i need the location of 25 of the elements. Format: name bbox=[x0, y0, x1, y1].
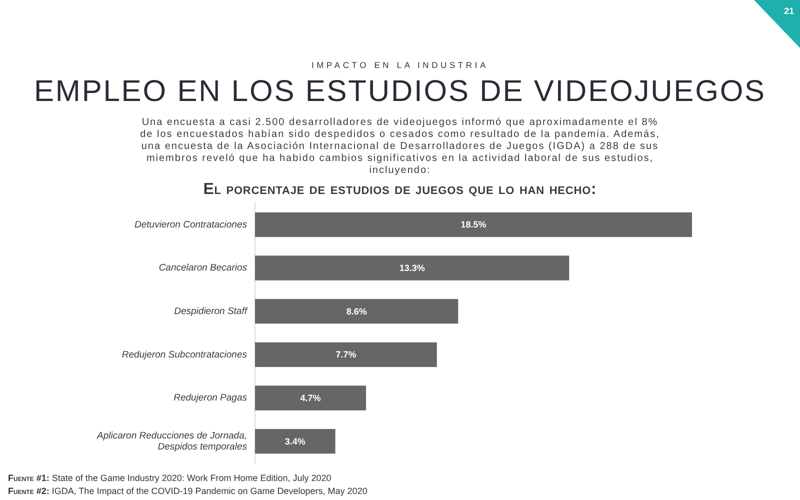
y-tick-label: Redujeron Subcontrataciones bbox=[122, 349, 248, 360]
source-note: Fuente #2: IGDA, The Impact of the COVID-19 Pandemic on Game Developers, May 2020 bbox=[8, 485, 368, 498]
data-label: 13.3% bbox=[399, 262, 425, 273]
data-label: 3.4% bbox=[284, 436, 306, 446]
bar bbox=[255, 256, 570, 280]
y-tick-label: Redujeron Pagas bbox=[174, 392, 248, 404]
y-tick-label: Detuvieron Contrataciones bbox=[134, 219, 248, 230]
data-label: 4.7% bbox=[300, 392, 321, 403]
y-tick-label: Aplicaron Reducciones de Jornada, Despidos temporales bbox=[96, 430, 248, 453]
y-tick-label: Despidieron Staff bbox=[174, 306, 248, 317]
text: IMPACTO EN LA INDUSTRIA bbox=[310, 60, 490, 70]
text: Una encuesta a casi 2.500 desarrolladores de videojuegos informó que aproximadamente el 8% de los encuestados habían sido despedidos o cesados como resultado de la pandemia. Además, una encuesta de la Asociación Internacional de Desarrolladores de Juegos (IGDA) a 288 de sus miembros reveló que ha habido cambios significativos en la actividad laboral de sus estudios, incluyendo: bbox=[140, 117, 660, 177]
data-label: 18.5% bbox=[460, 220, 486, 230]
bar bbox=[255, 386, 366, 410]
chart-title: EMPLEO EN LOS ESTUDIOS DE VIDEOJUEGOS bbox=[33, 74, 767, 110]
chart-subtitle: El porcentaje de estudios de juegos que lo han hecho: bbox=[202, 181, 598, 199]
source-note: Fuente #1: State of the Game Industry 2020: Work From Home Edition, July 2020 bbox=[8, 472, 332, 485]
data-label: 8.6% bbox=[346, 306, 367, 316]
bar bbox=[255, 428, 336, 454]
bar bbox=[255, 212, 692, 238]
y-tick-label: Cancelaron Becarios bbox=[158, 262, 248, 274]
bar bbox=[255, 298, 458, 324]
text: 21 bbox=[784, 6, 794, 16]
bar bbox=[255, 342, 437, 368]
data-label: 7.7% bbox=[336, 350, 356, 360]
